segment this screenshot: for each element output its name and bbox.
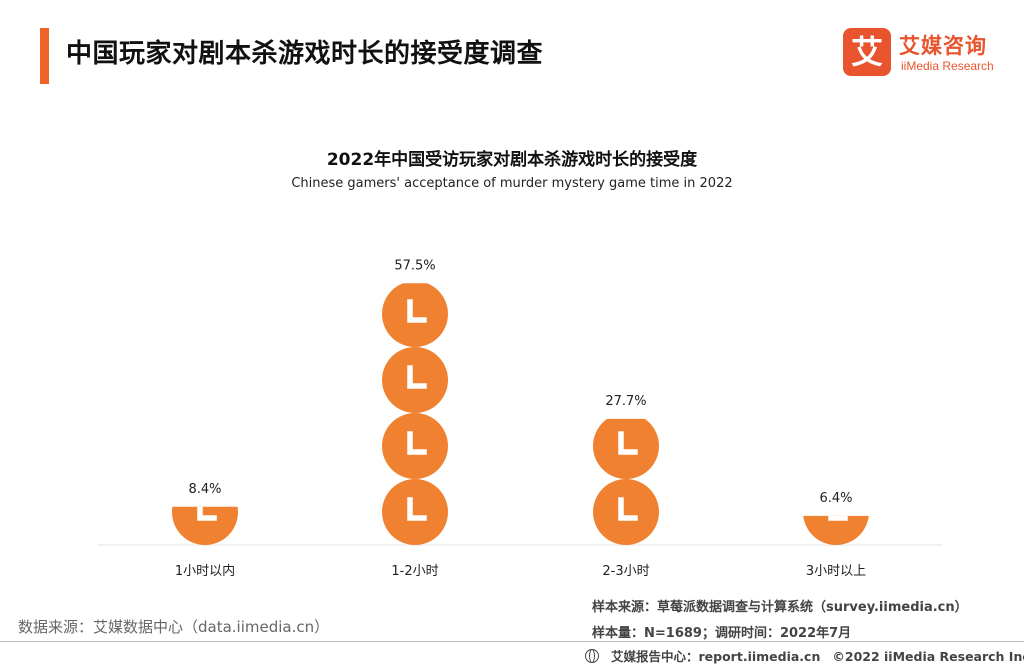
bar-1 xyxy=(172,506,238,545)
clock-icon xyxy=(382,479,448,545)
footer: 艾媒报告中心：report.iimedia.cn ©2022 iiMedia Re… xyxy=(585,646,1024,665)
data-label: 6.4% xyxy=(819,491,852,506)
brand-name-en: iiMedia Research xyxy=(901,59,994,73)
globe-icon xyxy=(585,649,599,663)
category-label: 1小时以内 xyxy=(175,563,235,579)
bar-3 xyxy=(593,418,659,545)
clock-icon xyxy=(382,413,448,479)
brand-name-cn: 艾媒咨询 xyxy=(899,34,987,58)
clock-icon xyxy=(803,515,869,545)
clock-icon xyxy=(382,283,448,347)
category-label: 1-2小时 xyxy=(391,564,438,579)
category-label: 3小时以上 xyxy=(806,564,866,579)
page-title: 中国玩家对剧本杀游戏时长的接受度调查 xyxy=(66,39,544,69)
bar-4 xyxy=(803,515,869,545)
clock-icon xyxy=(382,347,448,413)
brand-logo[interactable]: 艾 艾媒咨询 iiMedia Research xyxy=(843,28,1013,80)
clock-icon xyxy=(172,506,238,545)
title-accent-bar xyxy=(40,28,49,84)
data-label: 27.7% xyxy=(605,394,646,409)
clock-icon xyxy=(593,479,659,545)
bar-2 xyxy=(382,283,448,545)
sample-source: 样本来源：草莓派数据调查与计算系统（survey.iimedia.cn） xyxy=(592,600,968,615)
data-label: 57.5% xyxy=(394,258,435,273)
brand-mark-icon: 艾 xyxy=(843,28,891,76)
footer-report-center[interactable]: 艾媒报告中心：report.iimedia.cn xyxy=(611,649,821,664)
chart-title: 2022年中国受访玩家对剧本杀游戏时长的接受度 xyxy=(326,150,698,170)
data-label: 8.4% xyxy=(188,482,221,497)
category-label: 2-3小时 xyxy=(602,564,649,579)
footer-copyright: ©2022 iiMedia Research Inc xyxy=(832,649,1024,664)
footer-divider xyxy=(0,641,1024,642)
sample-size: 样本量：N=1689；调研时间：2022年7月 xyxy=(592,626,852,641)
data-source: 数据来源：艾媒数据中心（data.iimedia.cn） xyxy=(18,618,330,636)
chart-subtitle: Chinese gamers' acceptance of murder mys… xyxy=(291,176,733,191)
clock-icon xyxy=(593,418,659,479)
